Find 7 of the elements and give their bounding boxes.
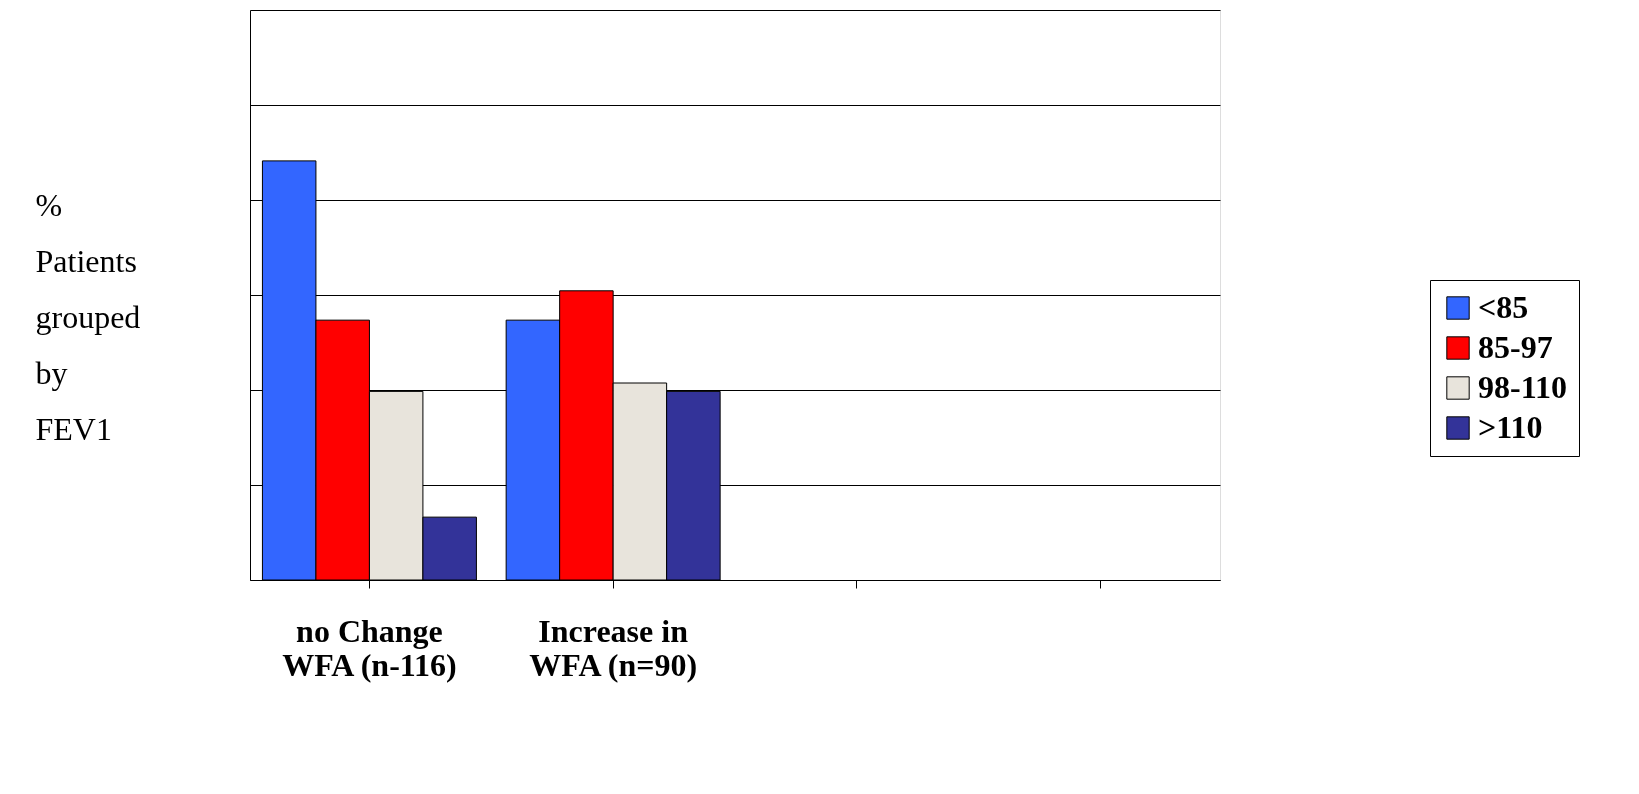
legend-label: <85 xyxy=(1478,289,1529,325)
x-tick-label: no Change WFA (n-116) xyxy=(282,612,457,683)
legend-label: >110 xyxy=(1478,409,1543,445)
legend-label: 98-110 xyxy=(1478,369,1567,405)
y-axis-title: % Patients grouped by FEV1 xyxy=(35,186,141,447)
legend-label: 85-97 xyxy=(1478,329,1553,365)
x-tick-label: Increase in WFA (n=90) xyxy=(529,612,698,683)
